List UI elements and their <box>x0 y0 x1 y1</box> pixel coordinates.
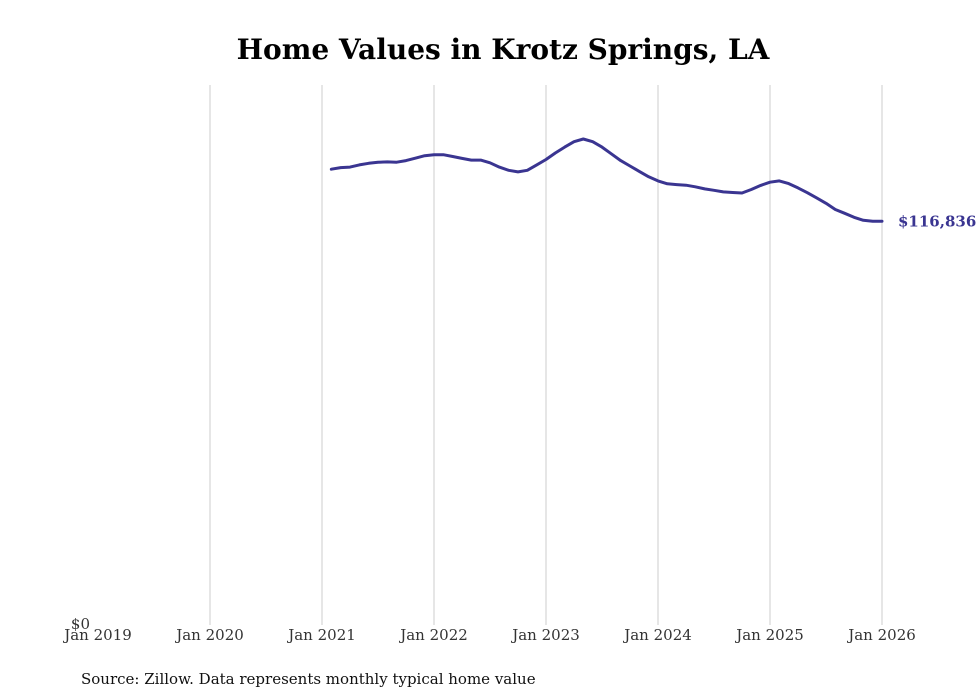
x-tick-label: Jan 2025 <box>734 626 804 644</box>
y-tick-label: $0 <box>71 615 90 633</box>
x-tick-label: Jan 2019 <box>62 626 132 644</box>
source-note: Source: Zillow. Data represents monthly … <box>81 670 536 688</box>
x-tick-label: Jan 2026 <box>846 626 916 644</box>
chart-title: Home Values in Krotz Springs, LA <box>237 33 771 66</box>
series-layer <box>329 137 884 223</box>
end-value-label: $116,836 <box>898 212 976 230</box>
x-tick-label: Jan 2022 <box>398 626 468 644</box>
gridlines <box>209 85 883 625</box>
x-tick-label: Jan 2024 <box>622 626 692 644</box>
x-tick-label: Jan 2023 <box>510 626 580 644</box>
x-axis: Jan 2019 Jan 2020 Jan 2021 Jan 2022 Jan 2023… <box>62 626 916 644</box>
y-axis: $0 <box>71 615 90 633</box>
x-tick-label: Jan 2020 <box>174 626 244 644</box>
home-value-line <box>329 137 884 223</box>
x-tick-label: Jan 2021 <box>286 626 356 644</box>
